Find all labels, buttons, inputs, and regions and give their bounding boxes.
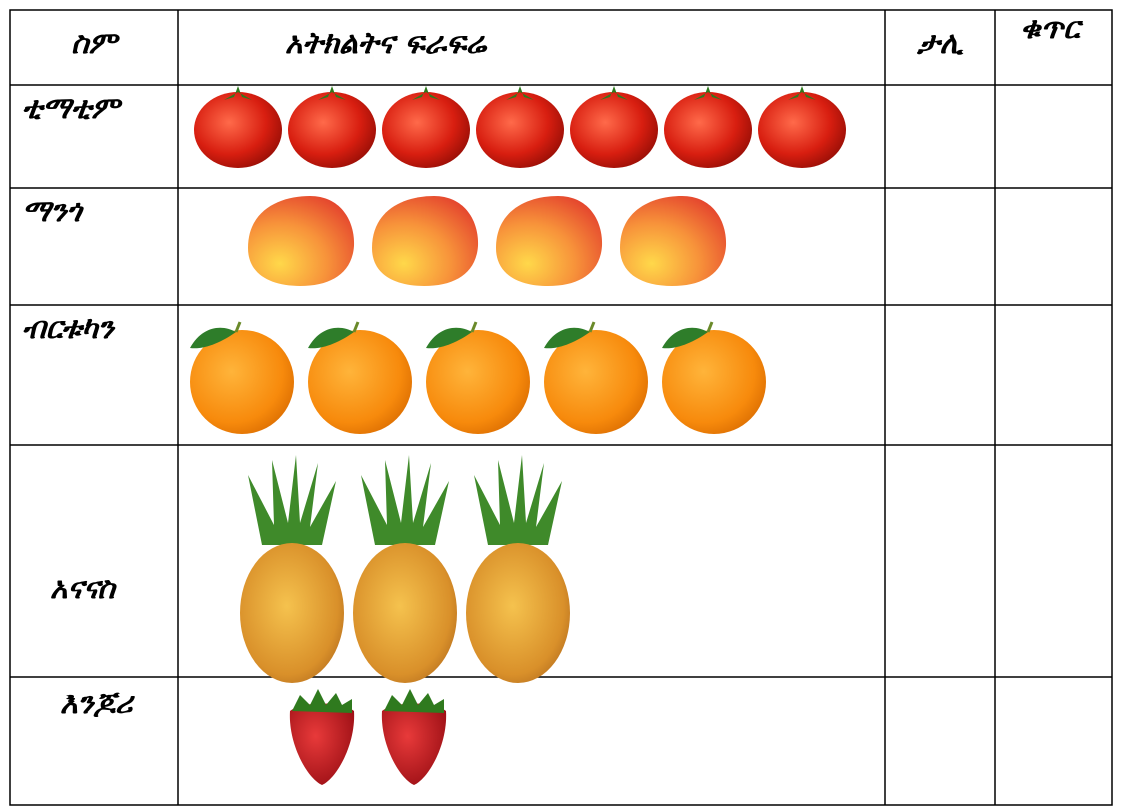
row-name: ቲማቲም bbox=[22, 91, 123, 126]
mango-body bbox=[372, 196, 479, 286]
tomato-icon bbox=[476, 86, 564, 168]
orange-leaf bbox=[544, 327, 590, 349]
strawberry-body bbox=[381, 703, 447, 785]
orange-body bbox=[544, 330, 648, 434]
pineapple-icon bbox=[353, 455, 457, 683]
header-items: አትክልትና ፍራፍሬ bbox=[285, 26, 488, 61]
tomato-body bbox=[288, 92, 376, 168]
row-name: ብርቱካን bbox=[22, 311, 116, 346]
tomato-body bbox=[194, 92, 282, 168]
orange-leaf bbox=[662, 327, 708, 349]
mango-icon bbox=[620, 196, 727, 286]
orange-body bbox=[662, 330, 766, 434]
orange-icon bbox=[662, 321, 766, 434]
pineapple-crown bbox=[474, 455, 562, 545]
tomato-stem bbox=[412, 86, 440, 100]
tomato-icon bbox=[288, 86, 376, 168]
strawberry-leaves bbox=[384, 689, 444, 713]
tomato-icon bbox=[664, 86, 752, 168]
mango-body bbox=[496, 196, 603, 286]
pineapple-icon bbox=[240, 455, 344, 683]
row-name: ማንጎ bbox=[22, 194, 85, 229]
tomato-body bbox=[758, 92, 846, 168]
orange-stem bbox=[706, 321, 714, 333]
tomato-icon bbox=[570, 86, 658, 168]
header-tally: ታሊ bbox=[916, 26, 963, 61]
orange-icon bbox=[308, 321, 412, 434]
tomato-body bbox=[570, 92, 658, 168]
orange-stem bbox=[470, 321, 478, 333]
strawberry-icon bbox=[289, 689, 355, 785]
row-name: እንጆሪ bbox=[60, 686, 135, 721]
header-name: ስም bbox=[71, 26, 121, 61]
orange-body bbox=[308, 330, 412, 434]
mango-body bbox=[620, 196, 727, 286]
orange-body bbox=[190, 330, 294, 434]
mango-icon bbox=[248, 196, 355, 286]
orange-leaf bbox=[190, 327, 236, 349]
pineapple-body bbox=[240, 543, 344, 683]
tomato-icon bbox=[758, 86, 846, 168]
tomato-body bbox=[664, 92, 752, 168]
mango-body bbox=[248, 196, 355, 286]
orange-leaf bbox=[426, 327, 472, 349]
orange-icon bbox=[426, 321, 530, 434]
pineapple-icon bbox=[466, 455, 570, 683]
tomato-body bbox=[476, 92, 564, 168]
tomato-stem bbox=[506, 86, 534, 100]
tomato-stem bbox=[224, 86, 252, 100]
orange-stem bbox=[588, 321, 596, 333]
row-name: አናናስ bbox=[50, 571, 117, 606]
pineapple-crown bbox=[248, 455, 336, 545]
orange-leaf bbox=[308, 327, 354, 349]
tomato-stem bbox=[694, 86, 722, 100]
tomato-stem bbox=[318, 86, 346, 100]
pineapple-crown bbox=[361, 455, 449, 545]
strawberry-body bbox=[289, 703, 355, 785]
orange-icon bbox=[190, 321, 294, 434]
tomato-icon bbox=[382, 86, 470, 168]
mango-icon bbox=[372, 196, 479, 286]
pineapple-body bbox=[353, 543, 457, 683]
tomato-stem bbox=[600, 86, 628, 100]
orange-stem bbox=[234, 321, 242, 333]
tomato-icon bbox=[194, 86, 282, 168]
table-border bbox=[9, 9, 1113, 806]
mango-icon bbox=[496, 196, 603, 286]
strawberry-leaves bbox=[292, 689, 352, 713]
strawberry-icon bbox=[381, 689, 447, 785]
header-number: ቁጥር bbox=[1020, 11, 1084, 46]
table-grid bbox=[9, 9, 1113, 806]
tomato-body bbox=[382, 92, 470, 168]
pineapple-body bbox=[466, 543, 570, 683]
orange-icon bbox=[544, 321, 648, 434]
tomato-stem bbox=[788, 86, 816, 100]
orange-body bbox=[426, 330, 530, 434]
orange-stem bbox=[352, 321, 360, 333]
